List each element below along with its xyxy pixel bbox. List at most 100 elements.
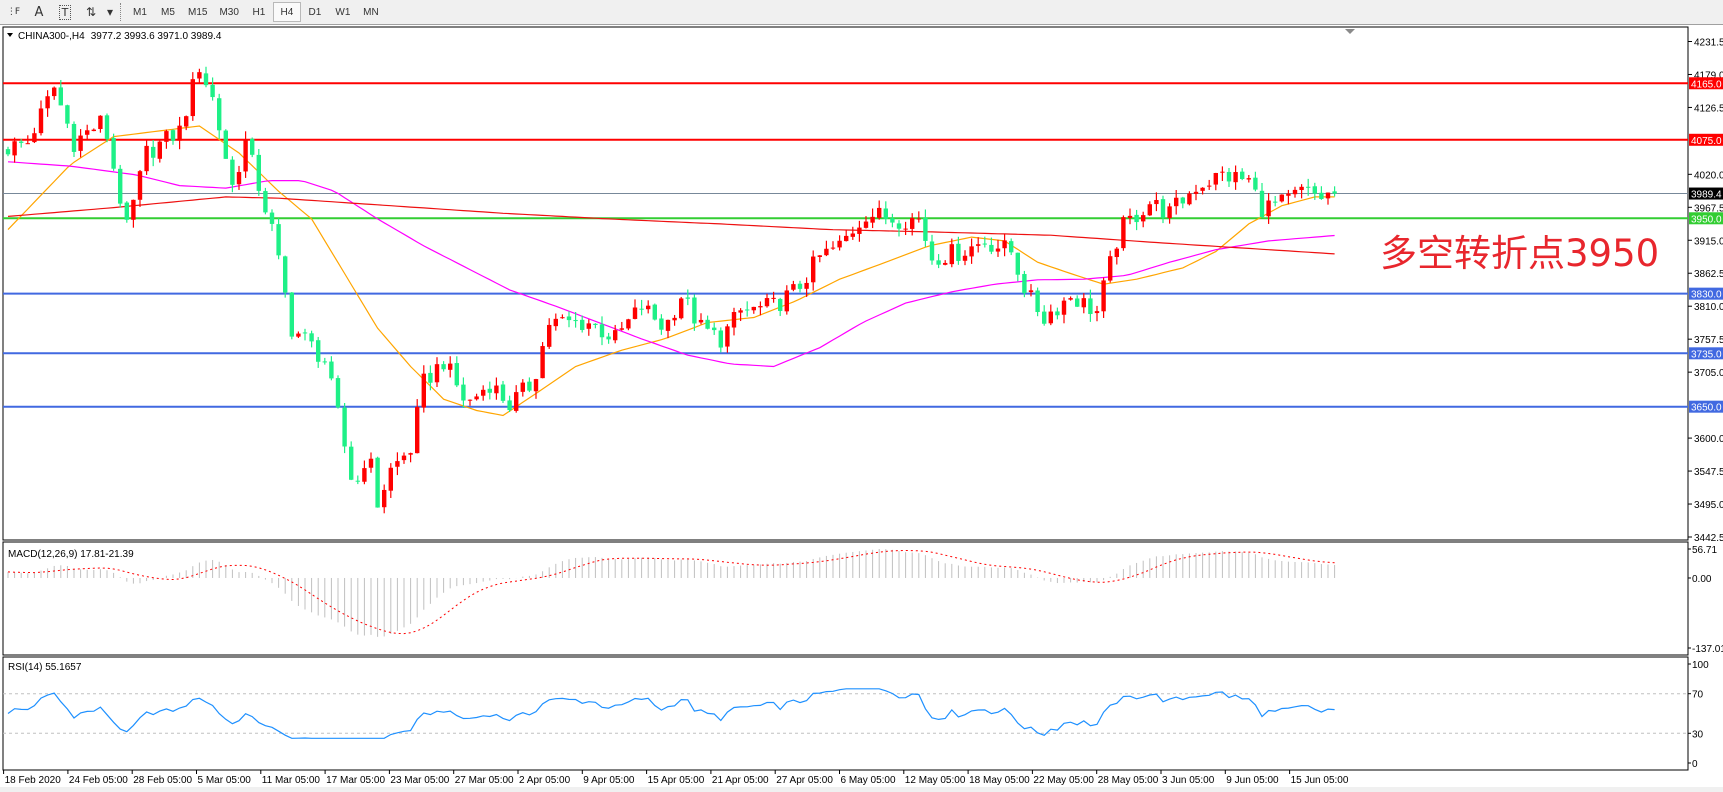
price-tick-label: 3547.5 — [1694, 467, 1723, 478]
period-separators-icon[interactable]: ⋮F — [6, 7, 20, 17]
candle-body — [639, 308, 644, 310]
macd-tick-label: 56.71 — [1692, 545, 1717, 556]
candle-body — [791, 284, 796, 290]
toolbar-separator — [120, 3, 122, 21]
date-label: 5 Mar 05:00 — [198, 775, 252, 786]
candle-body — [243, 139, 248, 172]
rsi-panel — [2, 656, 1689, 771]
candle-body — [1292, 189, 1298, 195]
candle-body — [355, 480, 360, 482]
text-tool-icon[interactable]: A — [34, 4, 44, 20]
candle-body — [718, 330, 723, 348]
candle-body — [547, 324, 552, 347]
candle-body — [210, 84, 215, 98]
candle-body — [98, 115, 103, 130]
candle-body — [850, 233, 855, 237]
candle-body — [533, 379, 539, 392]
level-price-label: 4075.0 — [1691, 136, 1722, 147]
timeframe-m5[interactable]: M5 — [161, 6, 175, 18]
candle-body — [797, 283, 803, 289]
candle-body — [837, 240, 842, 248]
candle-body — [507, 400, 512, 411]
level-price-label: 3950.0 — [1691, 214, 1722, 225]
timeframe-d1[interactable]: D1 — [308, 6, 322, 18]
candle-body — [309, 333, 314, 342]
candle-body — [976, 244, 981, 246]
candle-body — [692, 297, 697, 324]
date-label: 22 May 05:00 — [1033, 775, 1094, 786]
candle-body — [151, 146, 156, 158]
timeframe-h1[interactable]: H1 — [252, 6, 266, 18]
candle-body — [969, 246, 974, 257]
candle-body — [1035, 290, 1040, 313]
candle-body — [896, 223, 902, 229]
candle-body — [1299, 186, 1304, 191]
candle-body — [223, 130, 228, 159]
candle-body — [1147, 204, 1152, 216]
candle-body — [1213, 172, 1218, 185]
candle-body — [745, 309, 750, 311]
candle-body — [665, 319, 671, 331]
candle-body — [923, 217, 928, 241]
candle-body — [302, 332, 308, 334]
dropdown-icon[interactable]: ▾ — [106, 5, 114, 19]
candle-body — [157, 141, 162, 159]
price-tick-label: 3705.0 — [1694, 368, 1723, 379]
date-label: 9 Jun 05:00 — [1226, 775, 1279, 786]
candle-body — [514, 392, 519, 411]
candle-body — [626, 319, 631, 329]
candle-body — [1134, 214, 1139, 223]
candle-body — [982, 243, 987, 245]
chart-shift-marker-icon[interactable] — [1345, 29, 1355, 34]
candle-body — [362, 468, 367, 482]
candle-body — [1319, 192, 1324, 200]
candle-body — [19, 141, 24, 143]
timeframe-m15[interactable]: M15 — [188, 6, 208, 18]
candle-body — [316, 340, 321, 362]
candle-body — [203, 73, 209, 86]
candle-body — [494, 385, 499, 394]
timeframe-m30[interactable]: M30 — [219, 6, 239, 18]
candle-body — [1068, 298, 1073, 300]
candle-body — [415, 406, 420, 454]
bottom-strip — [0, 787, 1723, 792]
candle-body — [78, 135, 83, 151]
candle-body — [368, 458, 374, 468]
text-label-icon[interactable]: T — [52, 1, 78, 23]
price-tick-label: 3442.5 — [1694, 533, 1723, 544]
timeframe-group: M1 M5 M15 M30 H1 H4 D1 W1 MN — [126, 2, 385, 22]
candle-body — [52, 87, 57, 97]
current-price-label: 3989.4 — [1691, 190, 1722, 201]
timeframe-m1[interactable]: M1 — [133, 6, 147, 18]
collapse-triangle-icon[interactable] — [7, 33, 13, 37]
price-tick-label: 4020.0 — [1694, 170, 1723, 181]
candle-body — [91, 129, 96, 132]
candle-body — [1187, 193, 1192, 205]
candle-body — [375, 457, 380, 508]
candle-body — [322, 361, 327, 363]
candle-body — [65, 105, 70, 124]
candle-body — [349, 446, 354, 480]
candle-body — [1220, 171, 1225, 173]
macd-signal-line — [7, 549, 1335, 635]
timeframe-h4[interactable]: H4 — [272, 2, 301, 22]
price-tick-label: 4231.5 — [1694, 38, 1723, 49]
timeframe-w1[interactable]: W1 — [335, 6, 351, 18]
candle-body — [1108, 256, 1113, 281]
arrows-tool-icon[interactable]: ⇅ — [85, 5, 97, 19]
timeframe-mn[interactable]: MN — [363, 6, 379, 18]
candle-body — [877, 207, 882, 218]
candle-body — [500, 384, 506, 401]
candle-body — [758, 306, 763, 308]
macd-panel — [2, 541, 1689, 656]
candle-body — [1226, 171, 1232, 182]
candle-body — [1253, 177, 1258, 190]
annotation-text: 多空转折点3950 — [1380, 232, 1659, 275]
level-price-tag — [1689, 347, 1723, 360]
candle-body — [1042, 311, 1047, 324]
level-price-tag — [1689, 400, 1723, 413]
candle-body — [1266, 200, 1271, 217]
rsi-label: RSI(14) 55.1657 — [8, 662, 82, 673]
rsi-tick-label: 0 — [1692, 759, 1698, 770]
